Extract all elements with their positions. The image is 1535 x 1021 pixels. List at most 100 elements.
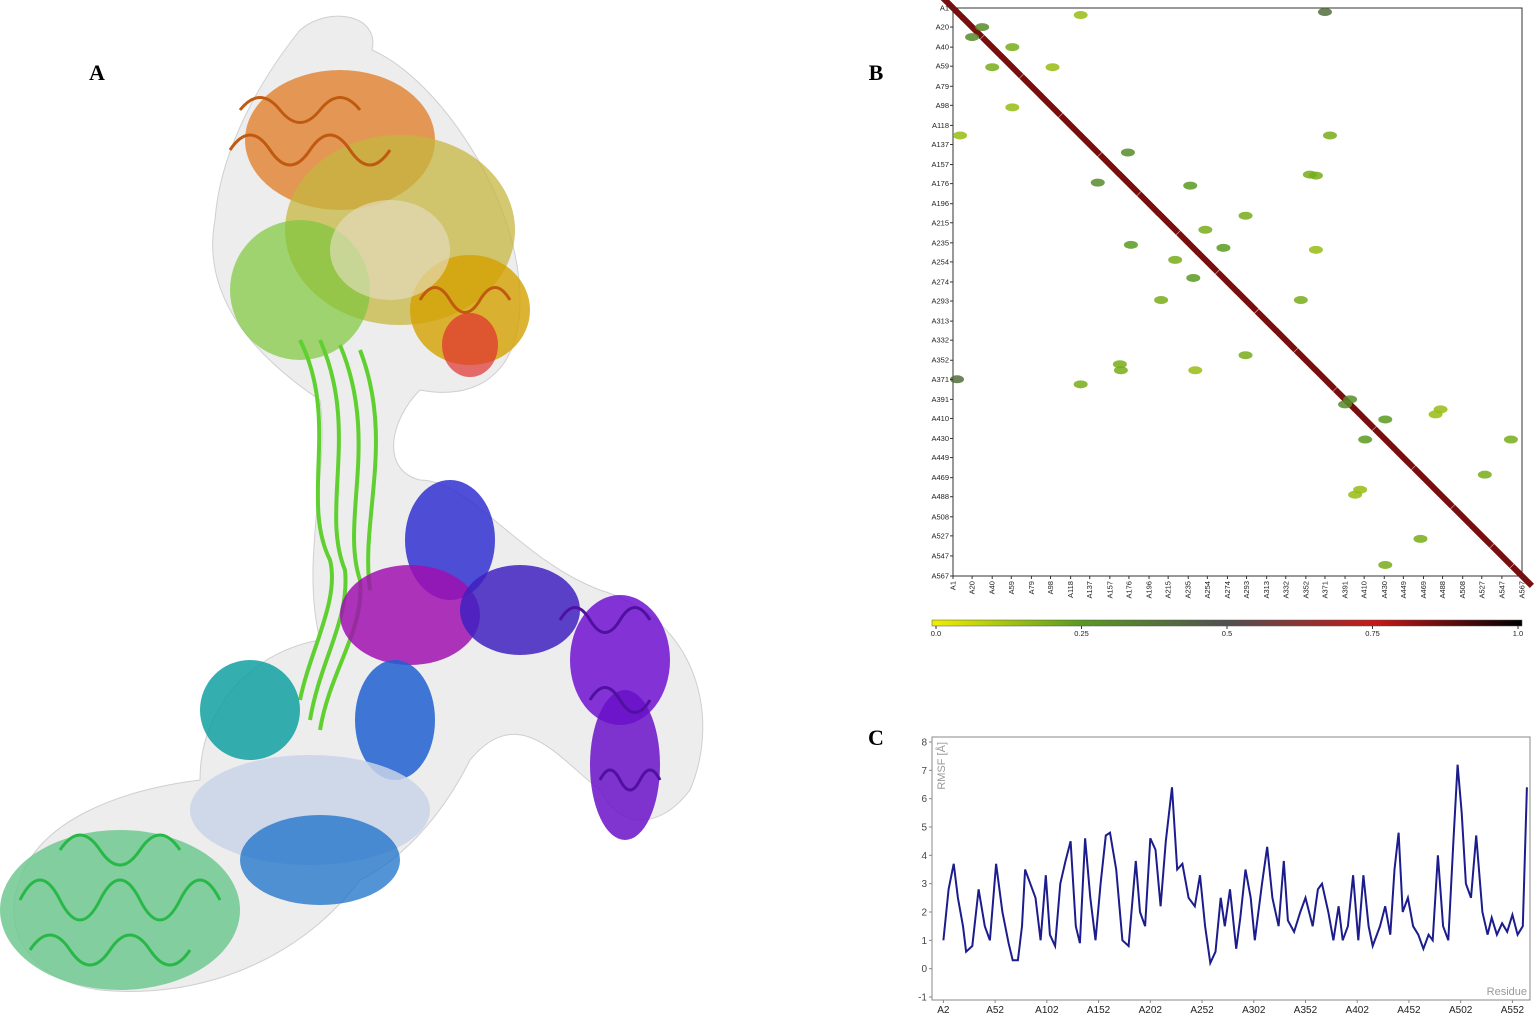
contact-cell	[1378, 415, 1393, 424]
y-tick-label: A118	[932, 121, 949, 130]
x-tick-label: A313	[1262, 581, 1271, 599]
y-tick-label: A449	[931, 453, 949, 462]
contact-cell	[1391, 445, 1416, 470]
contact-cell	[1005, 103, 1020, 112]
contact-cell	[1019, 74, 1044, 99]
contact-cell	[1116, 171, 1141, 196]
contact-cell	[1183, 181, 1198, 190]
y-tick-label: A508	[931, 512, 949, 521]
contact-cell	[1176, 230, 1201, 255]
contact-cell	[1186, 273, 1201, 282]
ribbon-domain	[590, 690, 660, 840]
colorbar	[931, 619, 1523, 627]
x-tick-label: A352	[1301, 581, 1310, 599]
y-tick-label: A352	[931, 356, 949, 365]
contact-cell	[1372, 426, 1397, 451]
x-tick-label: A157	[1105, 581, 1114, 599]
y-tick-label: A293	[931, 297, 949, 306]
x-tick-label: A547	[1497, 581, 1506, 599]
contact-cell	[1430, 484, 1455, 509]
x-tick-label: A252	[1190, 1005, 1214, 1016]
x-tick-label: A137	[1085, 581, 1094, 599]
contact-cell	[1273, 328, 1298, 353]
x-tick-label: A449	[1399, 581, 1408, 599]
y-tick-label: A98	[936, 101, 949, 110]
contact-cell	[1195, 249, 1220, 274]
contact-cell	[1411, 465, 1436, 490]
contact-cell	[1137, 191, 1162, 216]
x-tick-label: A102	[1035, 1005, 1059, 1016]
x-tick-label: A2	[937, 1005, 950, 1016]
x-tick-label: A488	[1438, 581, 1447, 599]
y-tick-label: 0	[921, 964, 927, 975]
plot-frame	[931, 736, 1531, 1001]
contact-cell	[1005, 43, 1020, 52]
contact-cell	[1317, 8, 1332, 17]
contact-cell	[1112, 360, 1127, 369]
contact-cell	[1038, 93, 1063, 118]
contact-cell	[985, 63, 1000, 72]
y-tick-label: A488	[931, 492, 949, 501]
contact-cell	[1090, 178, 1105, 187]
contact-cell	[1450, 504, 1475, 529]
contact-cell	[1077, 132, 1102, 157]
contact-cell	[1503, 435, 1518, 444]
contact-cell	[1215, 269, 1240, 294]
contact-cell	[1477, 470, 1492, 479]
ribbon-domain	[340, 565, 480, 665]
colorbar-tick-label: 0.25	[1074, 629, 1089, 638]
ribbon-domain	[200, 660, 300, 760]
y-tick-label: 1	[921, 936, 927, 947]
y-tick-label: A254	[931, 257, 949, 266]
y-tick-label: 3	[921, 879, 927, 890]
x-tick-label: A371	[1320, 581, 1329, 599]
x-tick-label: A508	[1458, 581, 1467, 599]
y-tick-label: A40	[936, 43, 949, 52]
y-tick-label: A235	[931, 238, 949, 247]
colorbar-tick-label: 1.0	[1513, 629, 1523, 638]
colorbar-tick-label: 0.75	[1365, 629, 1380, 638]
contact-cell	[1293, 296, 1308, 305]
y-tick-label: A527	[931, 531, 949, 540]
contact-cell	[1378, 560, 1393, 569]
contact-cell	[1123, 240, 1138, 249]
x-tick-label: A176	[1124, 581, 1133, 599]
x-tick-label: A1	[949, 581, 958, 590]
y-axis-label: RMSF [Å]	[935, 742, 948, 790]
contact-cell	[1238, 211, 1253, 220]
rmsf-line	[942, 764, 1528, 967]
contact-cell	[980, 35, 1005, 60]
x-axis-label: Residue	[1487, 986, 1527, 998]
y-tick-label: 5	[921, 823, 927, 834]
ribbon-domain	[442, 313, 498, 377]
ribbon-domain	[0, 830, 240, 990]
y-tick-label: A215	[931, 218, 949, 227]
x-tick-label: A59	[1007, 581, 1016, 594]
contact-cell	[1413, 534, 1428, 543]
y-tick-label: A332	[931, 336, 949, 345]
y-tick-label: A20	[936, 23, 949, 32]
contact-cell	[1073, 11, 1088, 20]
contact-cell	[1073, 380, 1088, 389]
x-tick-label: A410	[1360, 581, 1369, 599]
contact-cell	[1352, 406, 1377, 431]
y-tick-label: A469	[931, 473, 949, 482]
y-tick-label: A137	[931, 140, 949, 149]
contact-cell	[965, 33, 980, 42]
contact-cell	[1120, 148, 1135, 157]
contact-cell	[1113, 366, 1128, 375]
panel-label: A	[89, 60, 105, 85]
contact-cell	[1428, 410, 1443, 419]
contact-cell	[999, 54, 1024, 79]
contact-cell	[1045, 63, 1060, 72]
y-tick-label: A157	[931, 160, 949, 169]
y-tick-label: 6	[921, 794, 927, 805]
y-tick-label: A391	[931, 395, 949, 404]
contact-cell	[1168, 255, 1183, 264]
density-surface	[13, 15, 704, 992]
y-tick-label: 2	[921, 908, 927, 919]
x-tick-label: A152	[1087, 1005, 1111, 1016]
y-tick-label: A1	[940, 4, 949, 13]
x-tick-label: A79	[1027, 581, 1036, 594]
